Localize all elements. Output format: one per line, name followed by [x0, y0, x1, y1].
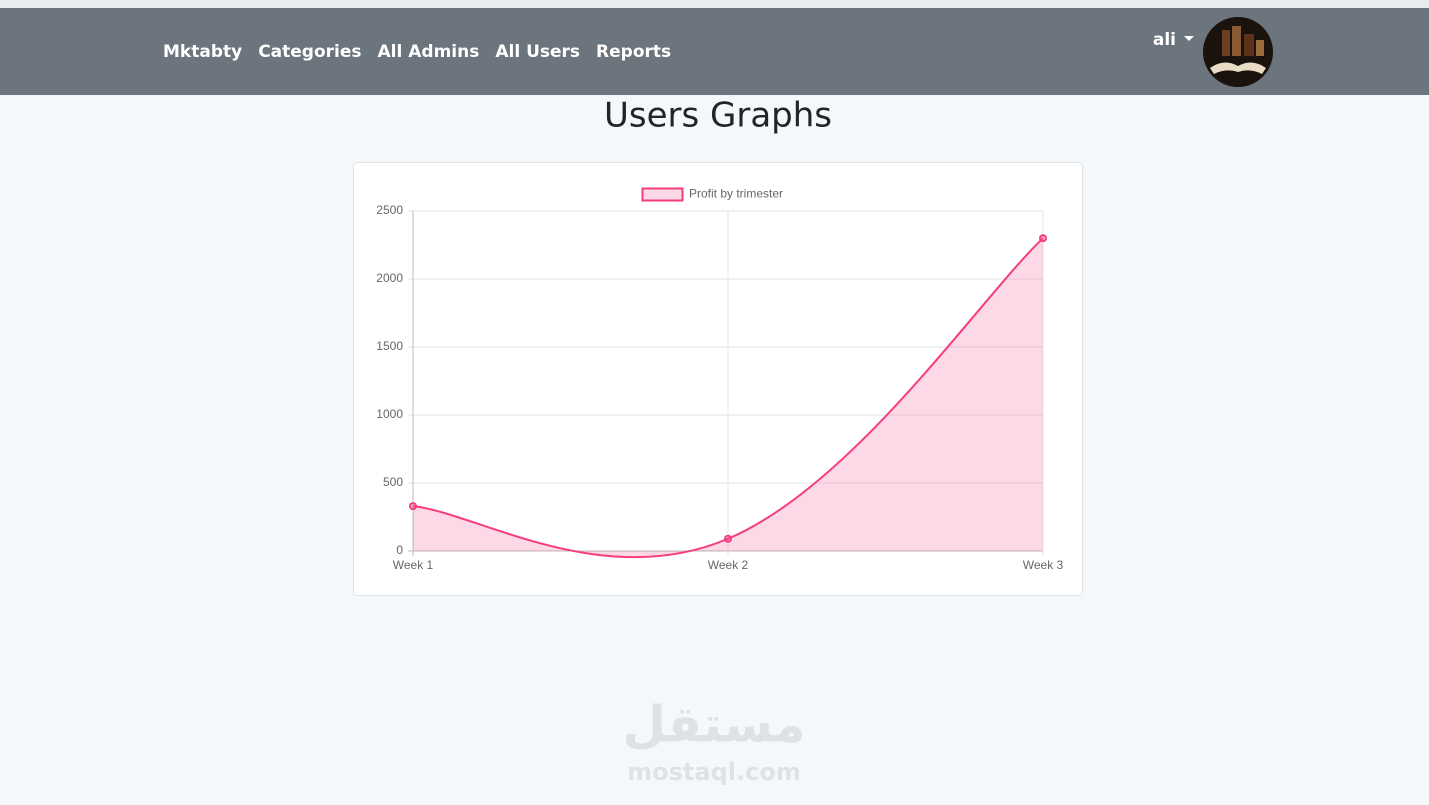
- y-tick-label: 2500: [376, 203, 403, 217]
- y-tick-label: 1000: [376, 407, 403, 421]
- nav-link[interactable]: Categories: [258, 42, 361, 62]
- watermark-site: mostaql.com: [627, 758, 801, 786]
- watermark: مستقل mostaql.com: [623, 696, 806, 787]
- dropdown-caret[interactable]: [1184, 36, 1194, 41]
- line-area: [413, 238, 1043, 558]
- nav-links: Mktabty Categories All Admins All Users Rep…: [163, 42, 671, 62]
- brand-link[interactable]: Mktabty: [163, 42, 242, 62]
- y-tick-label: 0: [396, 543, 403, 557]
- y-tick-label: 1500: [376, 339, 403, 353]
- chart-card: [353, 162, 1083, 596]
- point: [724, 534, 732, 543]
- x-tick-label: Week 1: [393, 558, 434, 572]
- nav-link[interactable]: All Users: [495, 42, 580, 62]
- x-tick-label: Week 2: [708, 558, 749, 572]
- line: [412, 237, 1044, 559]
- avatar[interactable]: [1203, 17, 1273, 87]
- nav-link[interactable]: All Admins: [378, 42, 480, 62]
- y-tick-label: 500: [383, 475, 403, 489]
- legend-label: Profit by trimester: [689, 187, 783, 201]
- x-tick-label: Week 3: [1023, 558, 1064, 572]
- point: [409, 502, 417, 511]
- navbar: [0, 8, 1429, 95]
- point: [1039, 234, 1047, 243]
- legend-swatch: [641, 187, 684, 202]
- y-tick-label: 2000: [376, 271, 403, 285]
- top-strip: [0, 0, 1429, 8]
- user-menu[interactable]: ali: [1153, 30, 1176, 50]
- watermark-arabic: مستقل: [623, 696, 806, 754]
- page-title: Users Graphs: [604, 96, 832, 136]
- nav-link[interactable]: Reports: [596, 42, 671, 62]
